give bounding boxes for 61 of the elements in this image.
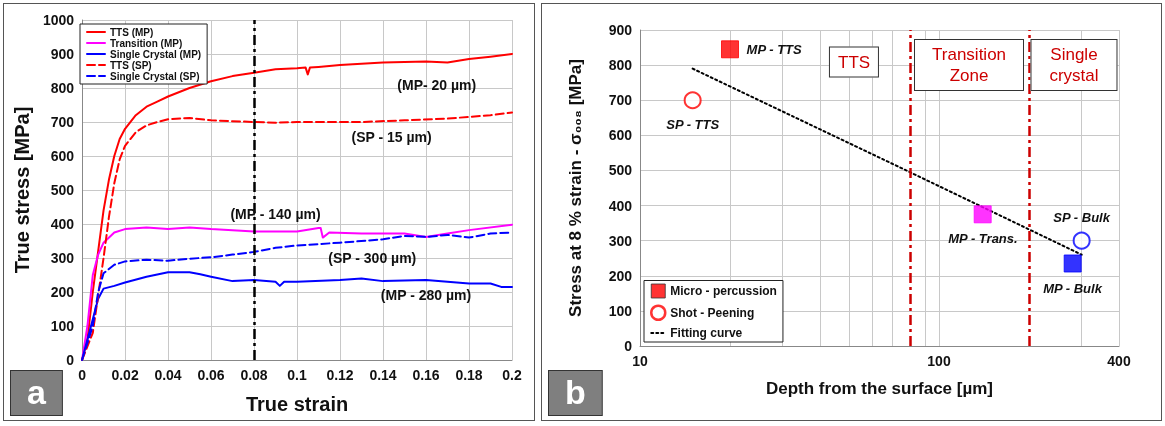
- annotation: SP - TTS: [666, 117, 720, 133]
- y-axis-title: True stress [MPa]: [11, 106, 33, 274]
- legend-label: TTS (MP): [110, 26, 154, 38]
- annotation: Transition Zone: [914, 38, 1025, 91]
- annotation: (MP - 140 µm): [230, 205, 321, 222]
- annotation: MP - TTS: [746, 41, 803, 57]
- legend-label: Fitting curve: [670, 326, 743, 340]
- y-tick-label: 800: [50, 80, 75, 96]
- annotation: Single crystal: [1030, 38, 1118, 91]
- legend-label: Micro - percussion: [670, 284, 777, 298]
- annotation: (SP - 15 µm): [351, 129, 432, 146]
- x-axis-title: Depth from the surface [µm]: [765, 379, 994, 398]
- y-tick-label: 300: [608, 232, 633, 249]
- annotation: (SP - 300 µm): [328, 250, 417, 266]
- x-tick-label: 100: [927, 353, 951, 369]
- y-tick-label: 400: [50, 216, 75, 232]
- y-tick-label: 400: [608, 197, 633, 214]
- y-tick-label: 100: [608, 302, 633, 319]
- y-tick-label: 200: [608, 267, 633, 284]
- x-tick-label: 0.2: [502, 367, 522, 383]
- y-tick-label: 700: [608, 92, 633, 109]
- y-tick-label: 900: [608, 22, 633, 38]
- x-axis-title: True strain: [245, 393, 349, 415]
- annotation: MP - Trans.: [948, 231, 1018, 247]
- x-tick-label: 10: [632, 353, 648, 369]
- x-tick-label: 0.06: [197, 367, 225, 383]
- x-tick-label: 0.04: [154, 367, 182, 383]
- y-tick-label: 0: [624, 338, 633, 354]
- y-tick-label: 200: [50, 284, 75, 300]
- y-tick-label: 500: [608, 162, 633, 179]
- y-tick-label: 500: [50, 182, 75, 198]
- y-tick-label: 1000: [42, 12, 75, 28]
- y-tick-label: 800: [608, 57, 633, 74]
- y-tick-label: 600: [50, 148, 75, 164]
- y-tick-label: 900: [50, 46, 75, 62]
- x-tick-label: 400: [1107, 353, 1131, 369]
- x-tick-label: 0.02: [111, 367, 139, 383]
- x-tick-label: 0.12: [326, 367, 354, 383]
- legend-label: TTS (SP): [110, 59, 152, 71]
- annotation: MP - Bulk: [1043, 280, 1103, 296]
- y-tick-label: 100: [50, 318, 75, 334]
- annotation: (MP- 20 µm): [397, 76, 477, 93]
- annotation: SP - Bulk: [1053, 210, 1111, 226]
- x-tick-label: 0.08: [240, 367, 268, 383]
- legend-label: Transition (MP): [110, 37, 183, 49]
- y-axis-title: Stress at 8 % strain - σ₀₀₈ [MPa]: [566, 59, 585, 317]
- legend-label: Single Crystal (MP): [110, 48, 202, 60]
- y-tick-label: 700: [50, 114, 75, 130]
- annotation: (MP - 280 µm): [380, 287, 472, 304]
- y-tick-label: 300: [50, 250, 75, 266]
- text: a: [27, 373, 47, 411]
- x-tick-label: 0: [78, 367, 87, 383]
- x-tick-label: 0.16: [412, 367, 440, 383]
- x-tick-label: 0.1: [287, 367, 307, 383]
- legend-label: Single Crystal (SP): [110, 70, 200, 82]
- y-tick-label: 600: [608, 127, 633, 144]
- x-tick-label: 0.18: [455, 367, 483, 383]
- text: b: [565, 373, 586, 411]
- annotation: TTS: [829, 46, 880, 78]
- x-tick-label: 0.14: [369, 367, 397, 383]
- legend-label: Shot - Peening: [670, 305, 755, 320]
